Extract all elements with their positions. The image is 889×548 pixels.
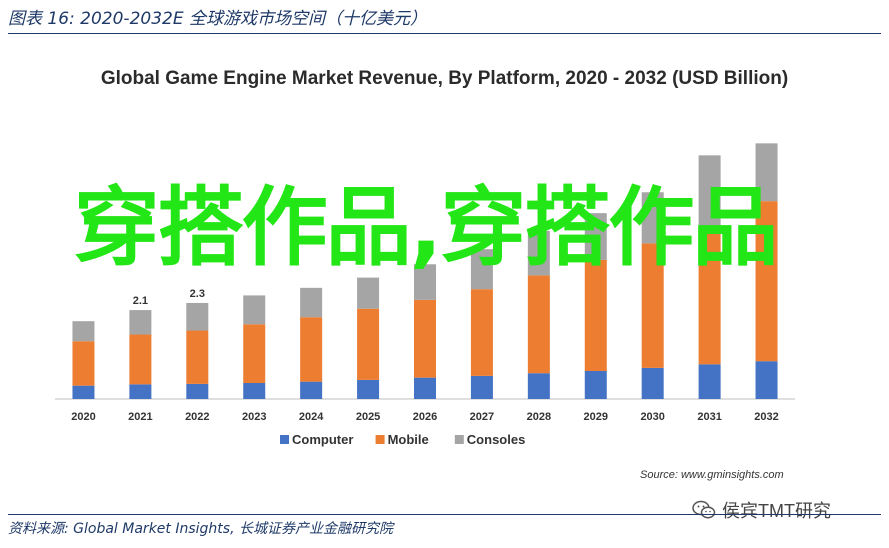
bar-computer-2021 bbox=[129, 384, 152, 399]
bar-consoles-2026 bbox=[414, 264, 436, 300]
bar-consoles-2024 bbox=[300, 287, 323, 318]
x-tick-label: 2028 bbox=[527, 411, 551, 423]
bar-consoles-2020 bbox=[72, 321, 95, 342]
chart-title: Global Game Engine Market Revenue, By Pl… bbox=[100, 68, 789, 89]
bar-consoles-2030 bbox=[641, 192, 664, 244]
x-tick-label: 2027 bbox=[470, 411, 494, 423]
x-tick-label: 2030 bbox=[640, 411, 664, 423]
bar-computer-2031 bbox=[698, 364, 721, 399]
top-rule bbox=[8, 33, 881, 34]
wechat-watermark: 侯宾TMT研究 bbox=[692, 497, 831, 523]
bar-mobile-2031 bbox=[698, 226, 721, 365]
bar-mobile-2030 bbox=[641, 243, 664, 368]
bar-consoles-2023 bbox=[243, 295, 266, 325]
chart-source-note: Source: www.gminsights.com bbox=[640, 469, 784, 481]
bar-computer-2029 bbox=[584, 370, 607, 399]
x-tick-label: 2021 bbox=[128, 411, 152, 423]
x-tick-label: 2024 bbox=[299, 411, 324, 423]
bar-mobile-2023 bbox=[243, 324, 266, 383]
legend-swatch-mobile bbox=[375, 435, 385, 444]
bar-computer-2025 bbox=[357, 379, 380, 399]
bar-mobile-2022 bbox=[186, 330, 209, 384]
bar-consoles-2032 bbox=[755, 143, 778, 202]
bar-consoles-2027 bbox=[470, 249, 493, 290]
bar-computer-2026 bbox=[414, 377, 436, 399]
bar-computer-2028 bbox=[527, 373, 550, 399]
x-tick-label: 2023 bbox=[242, 411, 266, 423]
bar-mobile-2028 bbox=[527, 275, 550, 374]
wechat-account-name: 侯宾TMT研究 bbox=[722, 501, 831, 521]
figure-caption: 图表 16: 2020-2032E 全球游戏市场空间（十亿美元） bbox=[8, 9, 427, 29]
bar-computer-2023 bbox=[243, 382, 266, 399]
x-tick-label: 2026 bbox=[413, 411, 437, 423]
bar-computer-2032 bbox=[755, 361, 778, 399]
bar-consoles-2029 bbox=[584, 213, 607, 260]
source-line: 资料来源: Global Market Insights, 长城证券产业金融研究… bbox=[8, 521, 393, 537]
legend-label-mobile: Mobile bbox=[388, 432, 429, 447]
x-tick-label: 2022 bbox=[185, 411, 209, 423]
bar-computer-2024 bbox=[300, 381, 323, 399]
bar-consoles-2022 bbox=[186, 302, 209, 331]
bar-mobile-2026 bbox=[414, 299, 436, 378]
bar-computer-2027 bbox=[470, 375, 493, 399]
bar-mobile-2021 bbox=[129, 334, 152, 385]
bar-mobile-2025 bbox=[357, 308, 380, 380]
legend-swatch-computer bbox=[280, 435, 289, 444]
bar-mobile-2032 bbox=[755, 201, 778, 362]
bar-consoles-2028 bbox=[527, 230, 550, 276]
bar-mobile-2024 bbox=[300, 317, 323, 382]
legend-swatch-consoles bbox=[454, 435, 464, 444]
x-tick-label: 2025 bbox=[356, 411, 380, 423]
bar-consoles-2031 bbox=[698, 155, 721, 227]
x-tick-label: 2029 bbox=[584, 411, 608, 423]
x-tick-label: 2020 bbox=[71, 411, 95, 423]
x-tick-label: 2032 bbox=[754, 411, 778, 423]
bar-mobile-2020 bbox=[72, 341, 95, 386]
bar-consoles-2021 bbox=[129, 310, 152, 335]
data-label-2021: 2.1 bbox=[133, 295, 148, 307]
wechat-icon bbox=[692, 500, 716, 519]
data-label-2022: 2.3 bbox=[190, 288, 205, 300]
legend-label-consoles: Consoles bbox=[467, 432, 526, 447]
bar-computer-2030 bbox=[641, 367, 664, 399]
x-tick-label: 2031 bbox=[697, 411, 721, 423]
bottom-rule bbox=[8, 514, 881, 515]
bar-mobile-2027 bbox=[470, 289, 493, 376]
bar-computer-2020 bbox=[72, 385, 95, 399]
bar-consoles-2025 bbox=[357, 277, 380, 309]
bar-computer-2022 bbox=[186, 383, 209, 399]
bar-mobile-2029 bbox=[584, 259, 607, 371]
legend-label-computer: Computer bbox=[292, 432, 353, 447]
